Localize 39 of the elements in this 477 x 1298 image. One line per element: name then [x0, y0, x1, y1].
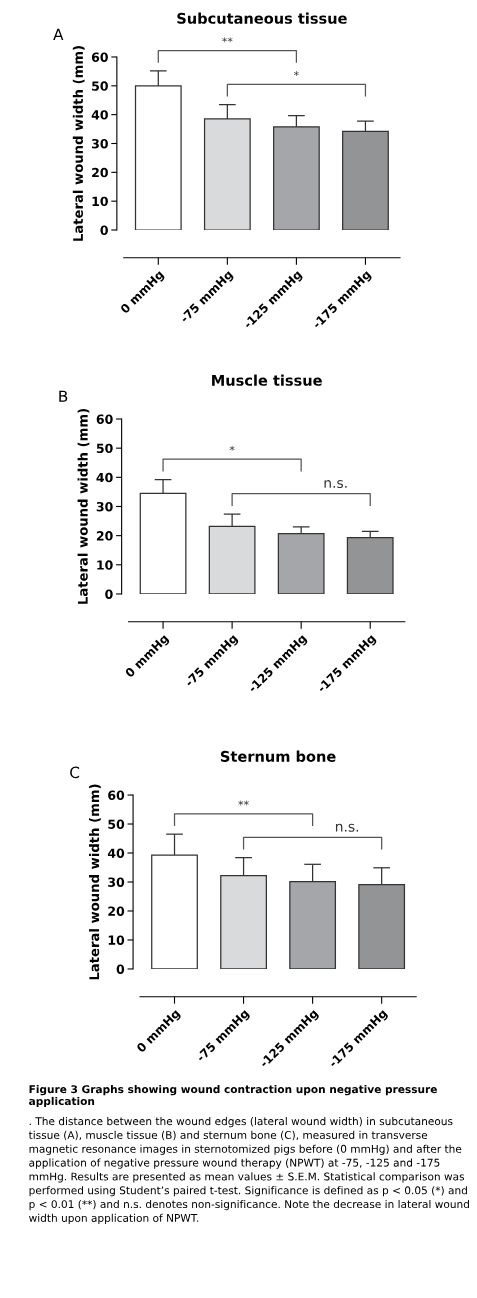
y-tick-label: 0	[105, 589, 113, 599]
y-tick-label: 50	[92, 81, 108, 91]
annotation: n.s.	[324, 480, 347, 489]
y-axis-title: Lateral wound width (mm)	[89, 784, 101, 980]
y-tick-label: 20	[96, 531, 113, 541]
annotation: n.s.	[335, 823, 359, 832]
y-tick-label: 30	[96, 501, 113, 512]
y-tick-label: 30	[108, 877, 125, 887]
y-tick-label: 10	[92, 196, 108, 207]
chart-title: Subcutaneous tissue	[177, 12, 347, 24]
y-tick-label: 0	[100, 225, 108, 235]
y-tick-label: 50	[96, 443, 113, 454]
annotation: **	[238, 800, 249, 806]
y-axis-title: Lateral wound width (mm)	[72, 46, 85, 241]
y-tick-label: 0	[116, 964, 125, 974]
y-tick-label: 20	[108, 906, 125, 916]
y-axis-title: Lateral wound width (mm)	[77, 409, 90, 604]
annotation: *	[293, 70, 299, 76]
y-tick-label: 50	[108, 819, 125, 829]
y-tick-label: 60	[96, 414, 113, 424]
chart-title: Sternum bone	[220, 750, 336, 762]
text: B	[59, 390, 68, 402]
y-tick-label: 30	[91, 138, 108, 149]
y-tick-label: 40	[107, 848, 125, 858]
caption: Figure 3 Graphs showing wound contraction upon negative pressure application	[29, 1085, 437, 1108]
y-tick-label: 40	[96, 472, 113, 483]
chart-title: Muscle tissue	[212, 374, 322, 386]
y-tick-label: 10	[108, 935, 125, 945]
annotation: *	[229, 445, 235, 451]
y-tick-label: 10	[97, 560, 113, 570]
y-tick-label: 20	[92, 167, 108, 178]
y-tick-label: 60	[108, 790, 125, 800]
bar	[277, 532, 325, 594]
text: C	[70, 766, 80, 779]
text: . The distance between the wound edges (lateral wound width) in subcutaneous tissue (A), muscle tissue (B) and sternum bone (C), measured in transverse magnetic resonance images in sternotomized pigs before (0 mmHg) and after the application of negative pressure wound therapy (NPWT) at -75, -125 and -175 mmHg. Results are presented as mean values ± S.E.M. Statistical comparison was performed using Student’s paired t-test. Significance is defined as p < 0.05 (*) and p < 0.01 (**) and n.s. denotes non-significance. Note the decrease in lateral wound width upon application of NPWT.	[28, 1117, 469, 1224]
text: A	[53, 28, 64, 40]
y-tick-label: 40	[91, 110, 108, 120]
y-tick-label: 60	[91, 52, 108, 62]
text: **	[222, 37, 233, 43]
